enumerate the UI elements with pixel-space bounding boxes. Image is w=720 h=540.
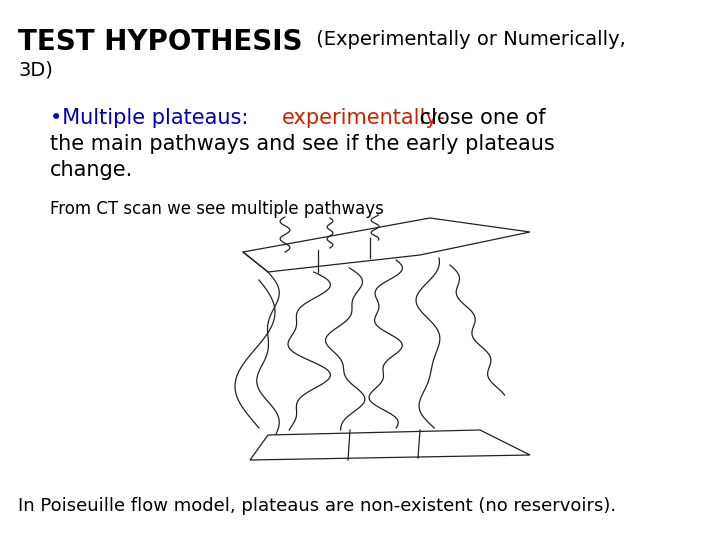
Text: the main pathways and see if the early plateaus: the main pathways and see if the early p… <box>50 134 554 154</box>
Text: close one of: close one of <box>413 108 546 128</box>
Text: 3D): 3D) <box>18 60 53 79</box>
Text: From CT scan we see multiple pathways: From CT scan we see multiple pathways <box>50 200 384 218</box>
Text: •Multiple plateaus:: •Multiple plateaus: <box>50 108 261 128</box>
Text: experimentally-: experimentally- <box>282 108 446 128</box>
Text: change.: change. <box>50 160 133 180</box>
Text: In Poiseuille flow model, plateaus are non-existent (no reservoirs).: In Poiseuille flow model, plateaus are n… <box>18 497 616 515</box>
Text: TEST HYPOTHESIS: TEST HYPOTHESIS <box>18 28 302 56</box>
Text: (Experimentally or Numerically,: (Experimentally or Numerically, <box>310 30 626 49</box>
